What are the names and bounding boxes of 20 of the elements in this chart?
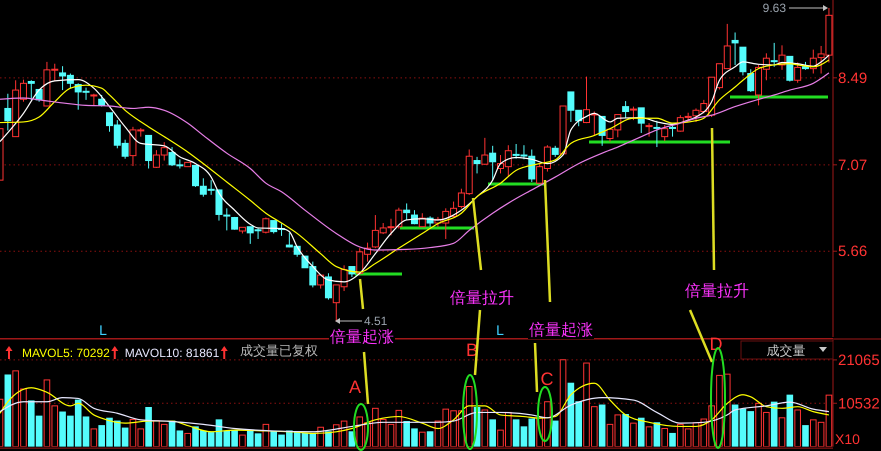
y-tick-label: 5.66: [838, 243, 868, 260]
text: X10: [835, 431, 860, 447]
annotation: 4.51: [364, 314, 388, 328]
y-tick-label: 7.07: [838, 156, 868, 174]
annotation: 成交量: [766, 343, 806, 358]
annotation: 成交量已复权: [240, 343, 318, 358]
annotation: L: [496, 322, 504, 338]
text: MAVOL10: 81861: [124, 346, 220, 360]
y-tick-label: 8.49: [838, 70, 868, 87]
text: MAVOL5: 70292: [22, 346, 110, 360]
y-tick-label: 10532: [838, 395, 880, 412]
annotation: L: [99, 322, 108, 338]
y-tick-label: 21065: [838, 352, 880, 369]
annotation: 倍量起涨: [529, 321, 593, 339]
annotation: A: [348, 377, 362, 397]
annotation: C: [540, 369, 554, 389]
annotation: 倍量拉升: [450, 289, 514, 307]
annotation: 倍量起涨: [330, 328, 394, 346]
annotation: 9.63: [762, 1, 786, 15]
annotation: 倍量拉升: [685, 282, 749, 300]
